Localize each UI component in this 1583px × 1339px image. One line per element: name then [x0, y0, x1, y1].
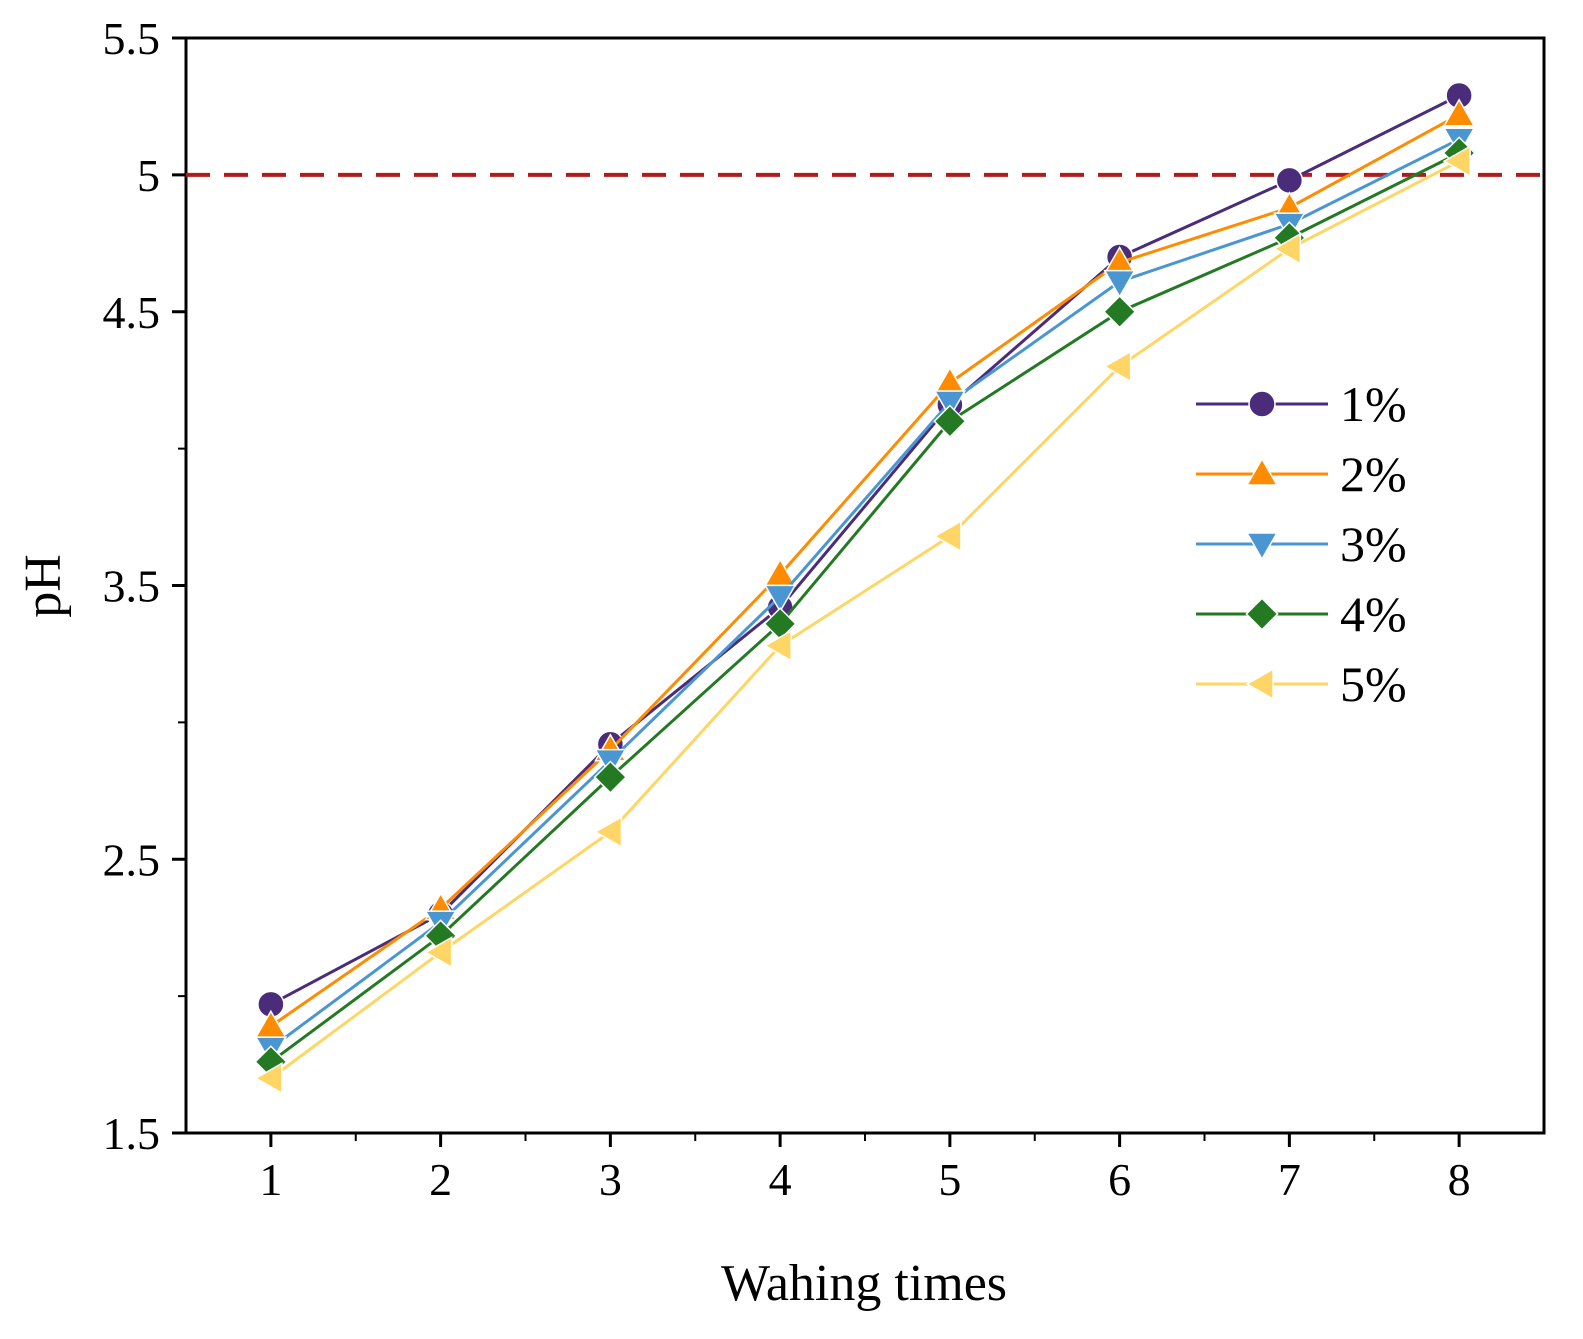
- legend: 1% 2% 3% 4% 5%: [1196, 376, 1407, 712]
- series-5: [254, 144, 1471, 1095]
- x-tick-label: 6: [1108, 1154, 1131, 1205]
- legend-label: 2%: [1340, 446, 1407, 502]
- data-point: [254, 1009, 288, 1039]
- legend-label: 5%: [1340, 656, 1407, 712]
- legend-marker: [1245, 457, 1279, 486]
- series-line: [269, 137, 1460, 1050]
- series-4: [254, 136, 1476, 1079]
- legend-marker: [1245, 532, 1279, 561]
- data-point: [254, 1062, 283, 1095]
- legend-item: 3%: [1196, 516, 1407, 572]
- legend-label: 1%: [1340, 376, 1407, 432]
- series-line: [270, 113, 1460, 1028]
- data-point: [933, 390, 967, 419]
- legend-marker: [1248, 390, 1276, 418]
- x-tick-label: 7: [1278, 1154, 1301, 1205]
- x-tick-label: 2: [429, 1154, 452, 1205]
- y-tick-label: 2.5: [103, 834, 161, 885]
- data-point: [1272, 232, 1302, 266]
- data-point: [593, 760, 628, 794]
- series-line: [269, 151, 1460, 1064]
- data-point: [1103, 269, 1136, 299]
- x-tick-label: 4: [769, 1154, 792, 1205]
- x-tick-label: 5: [938, 1154, 961, 1205]
- legend-item: 1%: [1196, 376, 1407, 432]
- axes: 1 2 3 4 5 6 7 8 1.5 2.5 3.5 4.5 5 5.5: [103, 13, 1546, 1205]
- data-point: [1103, 350, 1132, 383]
- y-axis-title: pH: [15, 554, 72, 618]
- data-point: [593, 815, 623, 849]
- y-tick-label: 5.5: [103, 13, 161, 64]
- legend-marker: [1245, 667, 1274, 701]
- series-line: [270, 94, 1460, 1006]
- series-group: [254, 81, 1476, 1095]
- x-tick-label: 1: [259, 1154, 282, 1205]
- data-point: [1275, 166, 1304, 195]
- data-point: [424, 936, 453, 969]
- data-point: [763, 584, 797, 613]
- data-point: [763, 629, 792, 662]
- data-point: [933, 519, 962, 553]
- data-point: [1442, 98, 1476, 127]
- data-point: [933, 366, 967, 395]
- data-point: [1442, 144, 1471, 178]
- legend-item: 2%: [1196, 446, 1407, 502]
- x-tick-label: 8: [1448, 1154, 1471, 1205]
- x-tick-label: 3: [599, 1154, 622, 1205]
- legend-item: 4%: [1196, 586, 1407, 642]
- y-tick-label: 4.5: [103, 287, 161, 338]
- x-axis-title: Wahing times: [721, 1255, 1007, 1312]
- legend-label: 4%: [1340, 586, 1407, 642]
- y-tick-label: 3.5: [103, 561, 161, 612]
- y-tick-label: 1.5: [103, 1108, 161, 1159]
- data-point: [933, 404, 967, 438]
- legend-marker: [1245, 597, 1279, 631]
- legend-item: 5%: [1196, 656, 1407, 712]
- legend-label: 3%: [1340, 516, 1407, 572]
- series-line: [269, 159, 1460, 1080]
- data-point: [1102, 295, 1137, 329]
- y-tick-label: 5: [137, 150, 160, 201]
